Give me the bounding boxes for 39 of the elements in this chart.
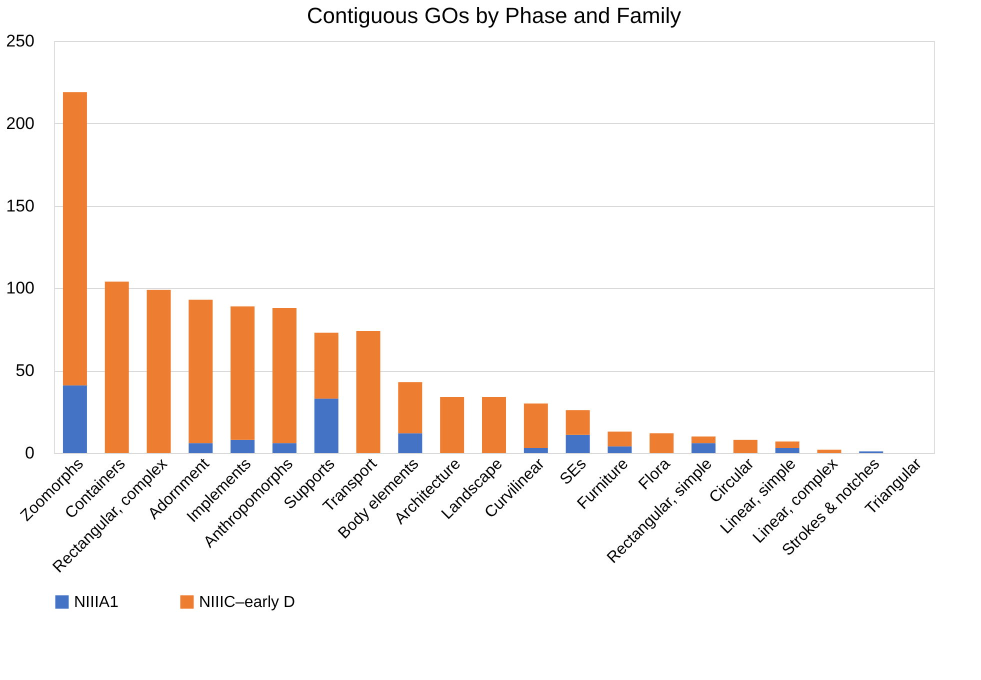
bar (692, 443, 716, 453)
bar (398, 382, 422, 434)
bar (566, 434, 590, 453)
bar (398, 433, 422, 453)
bar (775, 448, 800, 453)
bar (314, 332, 338, 399)
bar (272, 308, 296, 444)
bar (775, 441, 800, 448)
bar (733, 440, 758, 453)
y-tick-label: 250 (6, 32, 34, 50)
bar (62, 92, 87, 386)
bar (230, 306, 255, 440)
bar (188, 443, 213, 453)
bar (524, 404, 548, 448)
bar (188, 300, 213, 444)
bar (524, 448, 548, 453)
chart-title: Contiguous GOs by Phase and Family (306, 3, 682, 28)
bar (608, 432, 632, 446)
bar (104, 282, 129, 453)
bar (650, 433, 674, 453)
y-tick-label: 200 (6, 114, 34, 133)
legend-label: NIIIC–early D (199, 594, 296, 611)
bar (230, 440, 255, 453)
bar (608, 446, 632, 453)
bar (146, 290, 171, 453)
y-tick-label: 150 (6, 196, 34, 216)
bar (440, 396, 464, 453)
bar (692, 436, 716, 444)
bar (817, 450, 842, 453)
y-tick-label: 0 (25, 444, 34, 462)
bar (356, 331, 380, 453)
bar (314, 398, 338, 453)
bar (272, 443, 296, 453)
bar (482, 396, 506, 453)
bar (566, 410, 590, 435)
legend-label: NIIIA1 (74, 594, 119, 611)
bar (62, 385, 87, 453)
y-tick-label: 50 (16, 361, 34, 380)
y-tick-label: 100 (6, 278, 34, 298)
